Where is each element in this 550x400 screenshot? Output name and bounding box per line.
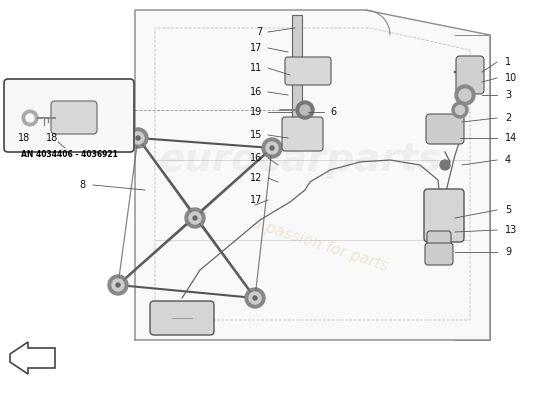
Text: 6: 6 xyxy=(330,107,336,117)
Circle shape xyxy=(26,114,34,122)
FancyBboxPatch shape xyxy=(282,117,323,151)
Circle shape xyxy=(253,296,257,300)
Text: 16: 16 xyxy=(250,87,262,97)
Circle shape xyxy=(452,102,468,118)
Text: 17: 17 xyxy=(250,43,262,53)
Text: a passion for parts: a passion for parts xyxy=(250,216,390,274)
Text: 18: 18 xyxy=(18,133,30,143)
FancyBboxPatch shape xyxy=(426,114,464,144)
FancyBboxPatch shape xyxy=(424,189,464,242)
Circle shape xyxy=(440,160,450,170)
Text: 12: 12 xyxy=(250,173,262,183)
Text: 13: 13 xyxy=(505,225,517,235)
Text: 18: 18 xyxy=(46,133,58,143)
Polygon shape xyxy=(292,15,302,150)
Circle shape xyxy=(22,110,38,126)
Text: 3: 3 xyxy=(505,90,511,100)
Circle shape xyxy=(266,142,278,154)
Text: 14: 14 xyxy=(505,133,517,143)
Circle shape xyxy=(185,208,205,228)
Text: 17: 17 xyxy=(250,195,262,205)
Circle shape xyxy=(459,89,471,101)
Circle shape xyxy=(249,292,261,304)
Polygon shape xyxy=(10,342,55,374)
Circle shape xyxy=(132,132,144,144)
Text: 8: 8 xyxy=(79,180,85,190)
Text: 2: 2 xyxy=(505,113,512,123)
FancyBboxPatch shape xyxy=(427,231,451,251)
Text: 10: 10 xyxy=(505,73,517,83)
Text: 7: 7 xyxy=(256,27,262,37)
Text: 19: 19 xyxy=(250,107,262,117)
Text: 11: 11 xyxy=(250,63,262,73)
FancyBboxPatch shape xyxy=(285,57,331,85)
FancyBboxPatch shape xyxy=(51,101,97,134)
Circle shape xyxy=(128,128,148,148)
Circle shape xyxy=(116,283,120,287)
Circle shape xyxy=(136,136,140,140)
Circle shape xyxy=(455,85,475,105)
Text: eurocarparts: eurocarparts xyxy=(158,141,442,179)
FancyBboxPatch shape xyxy=(150,301,214,335)
Circle shape xyxy=(296,101,314,119)
Text: 4: 4 xyxy=(505,155,511,165)
Circle shape xyxy=(300,105,310,115)
FancyBboxPatch shape xyxy=(425,243,453,265)
Text: 5: 5 xyxy=(505,205,512,215)
Circle shape xyxy=(189,212,201,224)
FancyBboxPatch shape xyxy=(4,79,134,152)
FancyBboxPatch shape xyxy=(456,56,484,94)
Text: 1: 1 xyxy=(505,57,511,67)
Text: 9: 9 xyxy=(505,247,511,257)
Text: 15: 15 xyxy=(250,130,262,140)
Polygon shape xyxy=(135,10,490,340)
Circle shape xyxy=(270,146,274,150)
Circle shape xyxy=(245,288,265,308)
Circle shape xyxy=(455,106,465,114)
Circle shape xyxy=(193,216,197,220)
Circle shape xyxy=(262,138,282,158)
Text: 16: 16 xyxy=(250,153,262,163)
Text: AN 4034406 - 4036921: AN 4034406 - 4036921 xyxy=(21,150,118,159)
Circle shape xyxy=(108,275,128,295)
Circle shape xyxy=(112,279,124,291)
